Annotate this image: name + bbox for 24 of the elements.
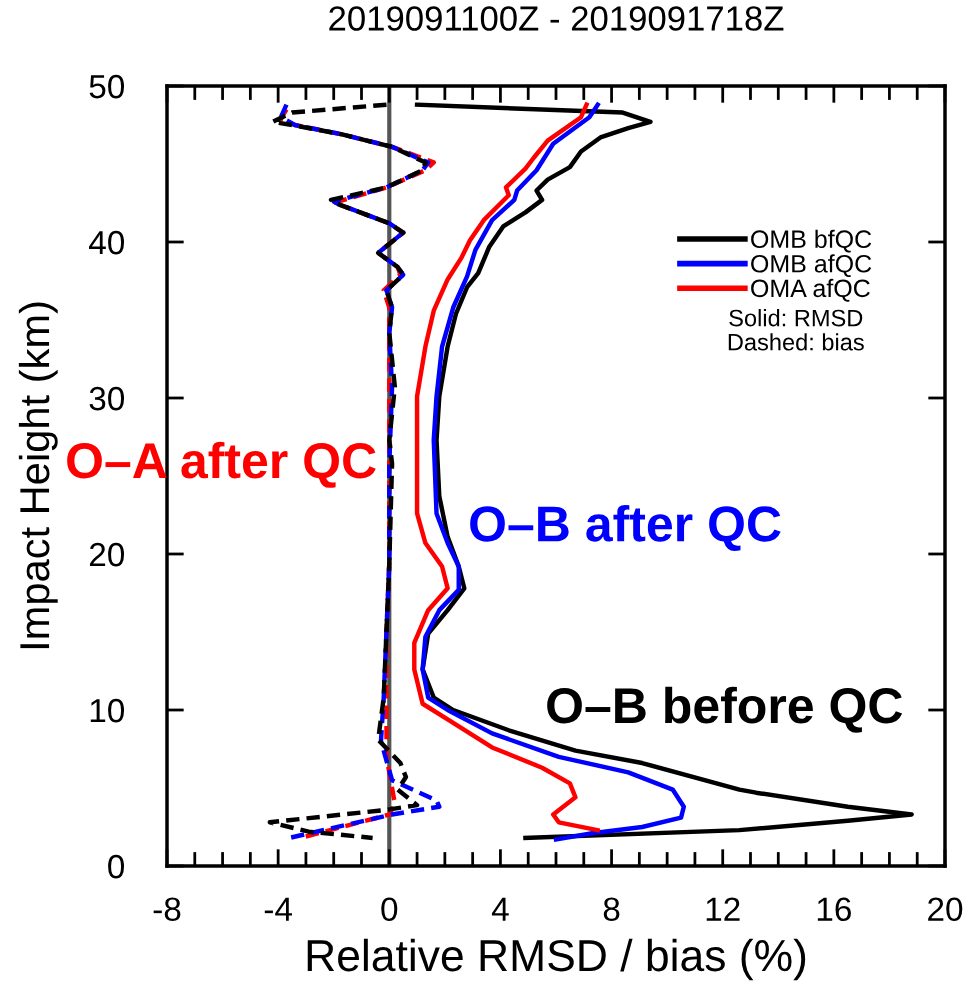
x-tick-label: -8 — [153, 897, 181, 922]
y-tick-label: 50 — [89, 74, 125, 99]
x-tick-label: 4 — [491, 897, 509, 921]
y-tick-label: 40 — [89, 230, 125, 255]
x-tick-label: 0 — [381, 897, 398, 922]
legend-label: OMA afQC — [751, 278, 870, 302]
y-tick-label: 10 — [90, 698, 125, 723]
annotation: O–B before QC — [547, 686, 903, 733]
x-tick-label: 16 — [817, 897, 851, 922]
y-tick-label: 30 — [89, 386, 125, 411]
x-axis-title: Relative RMSD / bias (%) — [307, 938, 806, 981]
x-tick-label: 8 — [603, 897, 620, 922]
x-tick-label: 12 — [706, 897, 740, 921]
legend-label: OMB bfQC — [751, 229, 872, 253]
x-tick-label: -4 — [264, 897, 292, 921]
annotation: Solid: RMSD — [729, 309, 863, 327]
y-axis-title: Impact Height (km) — [18, 302, 58, 649]
y-tick-label: 20 — [89, 542, 125, 567]
x-tick-label: 20 — [928, 897, 963, 922]
legend-label: OMB afQC — [751, 254, 872, 278]
chart-title: 2019091100Z - 2019091718Z — [329, 6, 784, 31]
y-tick-label: 0 — [108, 854, 125, 879]
annotation: O–B after QC — [470, 504, 781, 552]
annotation: Dashed: bias — [728, 333, 864, 351]
